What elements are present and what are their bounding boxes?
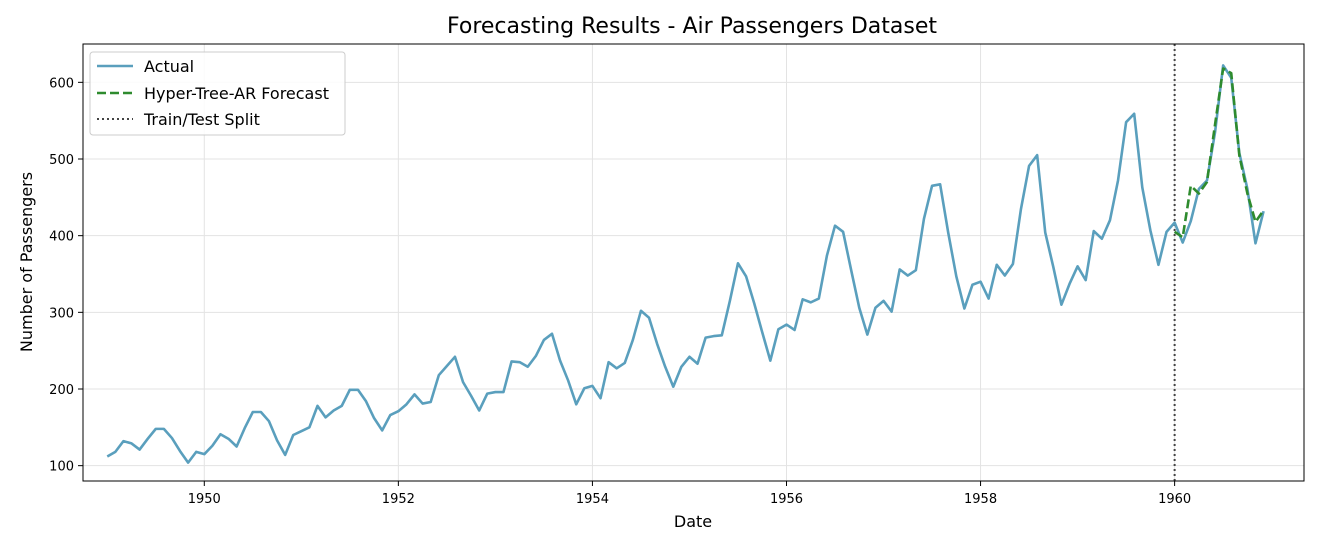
chart-title: Forecasting Results - Air Passengers Dat…: [447, 14, 937, 39]
x-axis: 1950 1952 1954 1956 1958 1960: [188, 481, 1191, 507]
series-layer: [106, 44, 1265, 481]
y-tick-label: 100: [49, 460, 74, 475]
x-tick-label: 1960: [1158, 492, 1191, 507]
y-tick-label: 500: [49, 153, 74, 168]
legend-label-forecast: Hyper-Tree-AR Forecast: [144, 84, 329, 103]
x-tick-label: 1956: [770, 492, 803, 507]
y-tick-label: 600: [49, 76, 74, 91]
series-line-1: [1173, 67, 1265, 239]
plot-frame: [82, 43, 1305, 482]
legend-label-actual: Actual: [144, 57, 194, 76]
y-axis-label: Number of Passengers: [17, 172, 36, 352]
y-tick-label: 300: [49, 306, 74, 321]
x-tick-label: 1958: [964, 492, 997, 507]
legend: Actual Hyper-Tree-AR Forecast Train/Test…: [89, 51, 346, 136]
legend-box: [89, 51, 346, 136]
x-axis-label: Date: [674, 512, 712, 531]
y-tick-label: 400: [49, 230, 74, 245]
series-line-0: [106, 64, 1265, 464]
x-tick-label: 1950: [188, 492, 221, 507]
y-axis: 100 200 300 400 500 600: [49, 76, 83, 475]
x-tick-label: 1954: [576, 492, 609, 507]
legend-label-split: Train/Test Split: [143, 110, 260, 129]
x-tick-label: 1952: [382, 492, 415, 507]
plot-area: [106, 44, 1265, 481]
y-tick-label: 200: [49, 383, 74, 398]
